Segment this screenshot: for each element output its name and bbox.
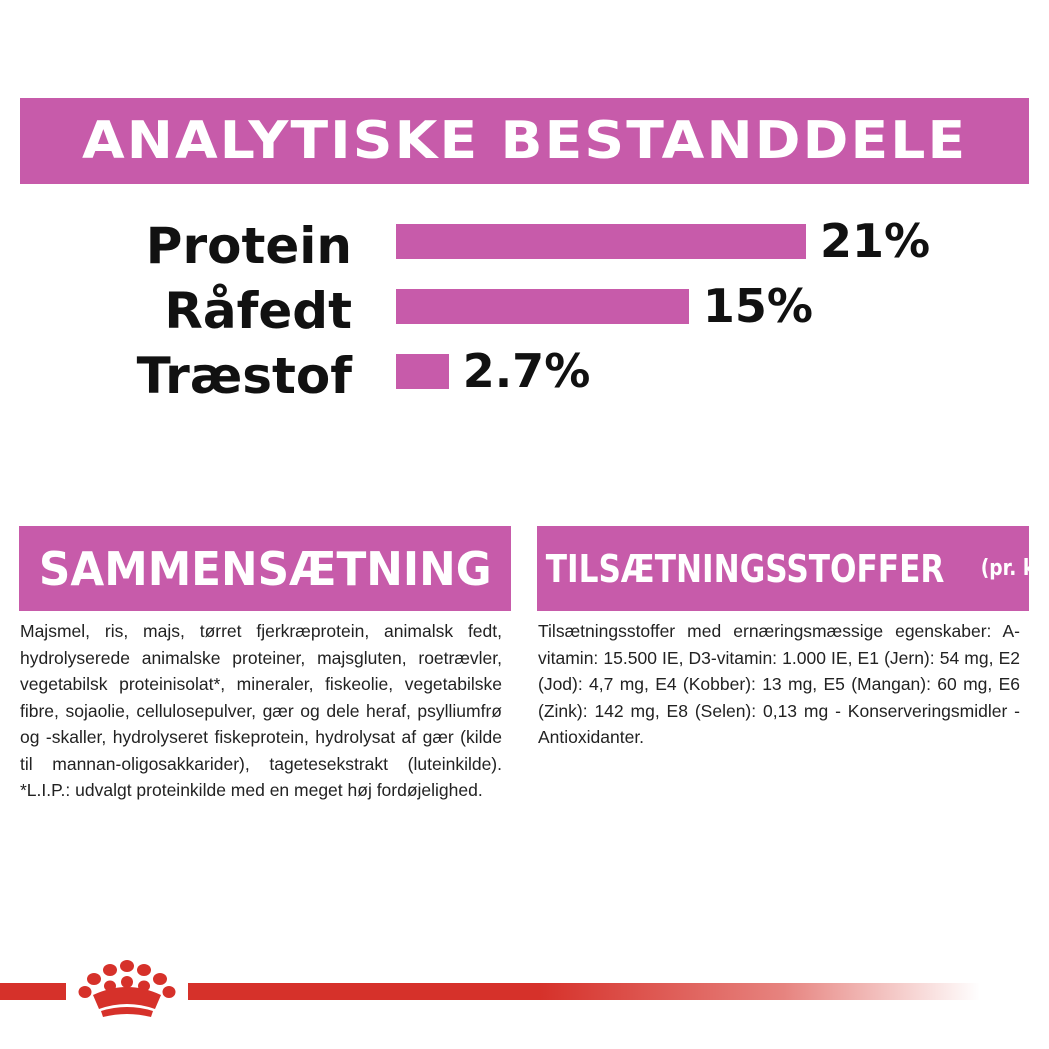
nutrient-value: 15% bbox=[702, 279, 813, 333]
nutrient-value: 2.7% bbox=[462, 344, 591, 398]
nutrient-bar bbox=[396, 289, 689, 324]
nutrient-bar bbox=[396, 224, 806, 259]
additives-unit: (pr. kg) bbox=[980, 556, 1029, 581]
nutrient-label: Protein bbox=[145, 217, 352, 275]
nutrient-label: Træstof bbox=[136, 347, 352, 405]
crown-icon bbox=[78, 960, 176, 1017]
additives-title: TILSÆTNINGSSTOFFER bbox=[545, 546, 945, 591]
section-banner-additives: TILSÆTNINGSSTOFFER (pr. kg) bbox=[537, 526, 1029, 611]
section-banner-composition: SAMMENSÆTNING bbox=[19, 526, 511, 611]
page-title: ANALYTISKE BESTANDDELE bbox=[81, 111, 968, 171]
nutrient-label: Råfedt bbox=[164, 282, 352, 340]
nutrient-bar bbox=[396, 354, 449, 389]
additives-text: Tilsætningsstoffer med ernæringsmæssige … bbox=[538, 621, 1020, 747]
nutrient-value: 21% bbox=[820, 214, 931, 268]
composition-title: SAMMENSÆTNING bbox=[38, 541, 492, 596]
footer-brand-line bbox=[0, 983, 980, 1000]
section-banner-analytical: ANALYTISKE BESTANDDELE bbox=[20, 98, 1029, 184]
composition-text: Majsmel, ris, majs, tørret fjerkræprotei… bbox=[20, 621, 502, 800]
brand-logo bbox=[66, 956, 188, 1022]
